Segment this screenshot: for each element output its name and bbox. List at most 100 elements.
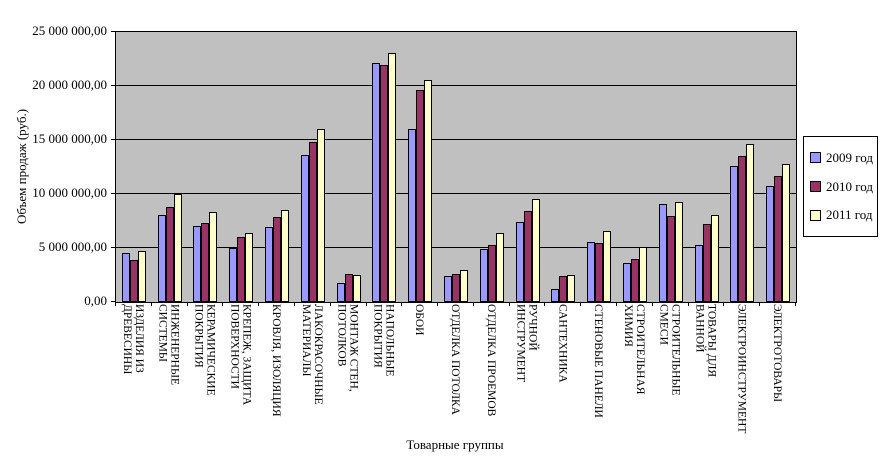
x-axis-tick xyxy=(616,302,617,306)
x-category-label: ОТДЕЛКА ПОТОЛКА xyxy=(448,304,461,415)
bar-2010-group-12 xyxy=(523,211,532,302)
x-category-cell: КРОВЛЯ, ИЗОЛЯЦИЯ xyxy=(258,304,294,428)
x-category-label: ИНЖЕНЕРНЫЕ СИСТЕМЫ xyxy=(156,304,181,386)
y-axis-title: Объем продаж (руб.) xyxy=(14,108,29,224)
bar-2011-group-10 xyxy=(460,270,468,302)
bar-2011-group-12 xyxy=(531,199,540,302)
bar-2010-group-19 xyxy=(774,176,783,302)
x-axis-tick xyxy=(294,302,295,306)
bar-2009-group-3 xyxy=(193,226,202,302)
bar-2011-group-19 xyxy=(782,164,791,302)
y-tick-label: 5 000 000,00 xyxy=(38,239,107,254)
x-axis-tick xyxy=(723,302,724,306)
bar-2011-group-3 xyxy=(209,212,218,302)
x-category-cell: ОТДЕЛКА ПРОЕМОВ xyxy=(473,304,509,428)
legend-swatch-2010 xyxy=(810,181,821,192)
x-axis-tick xyxy=(652,302,653,306)
y-axis-tick xyxy=(111,85,116,86)
x-axis-tick xyxy=(187,302,188,306)
bar-2010-group-14 xyxy=(595,243,604,302)
y-axis-tick xyxy=(111,247,116,248)
y-tick-label: 25 000 000,00 xyxy=(32,23,107,38)
y-axis-tick xyxy=(111,31,116,32)
x-axis-tick xyxy=(222,302,223,306)
x-category-label: СТРОИТЕЛЬНАЯ ХИМИЯ xyxy=(621,304,646,395)
x-axis-tick xyxy=(795,302,796,306)
bar-2009-group-6 xyxy=(300,155,309,302)
bar-2009-group-17 xyxy=(694,245,703,302)
x-category-label: ОБОИ xyxy=(413,304,426,336)
bar-2011-group-7 xyxy=(352,275,361,302)
x-category-cell: ЛАКОКРАСОЧНЫЕ МАТЕРИАЛЫ xyxy=(294,304,330,428)
bar-2009-group-18 xyxy=(730,166,739,302)
x-axis-tick xyxy=(437,302,438,306)
bar-2010-group-16 xyxy=(666,216,675,302)
bar-2010-group-2 xyxy=(165,207,174,302)
bar-2011-group-16 xyxy=(674,202,683,302)
bar-2010-group-9 xyxy=(416,90,425,302)
bar-2010-group-11 xyxy=(487,245,496,302)
y-axis-tick xyxy=(111,193,116,194)
x-category-label: ЭЛЕКТРОИНСТРУМЕНТ xyxy=(735,304,748,434)
bar-2011-group-17 xyxy=(710,215,719,302)
bar-2009-group-12 xyxy=(515,222,524,302)
bar-2011-group-1 xyxy=(137,251,146,302)
x-category-cell: РУЧНОЙ ИНСТРУМЕНТ xyxy=(509,304,545,428)
x-category-cell: КРЕПЕЖ, ЗАЩИТА ПОВЕРХНОСТИ xyxy=(222,304,258,428)
x-category-label: СТЕНОВЫЕ ПАНЕЛИ xyxy=(592,304,605,418)
x-axis-tick xyxy=(258,302,259,306)
legend-item-2009: 2009 год xyxy=(810,150,877,166)
bar-2009-group-4 xyxy=(229,248,238,302)
bar-2009-group-19 xyxy=(766,186,775,302)
x-axis-tick xyxy=(509,302,510,306)
bar-2011-group-11 xyxy=(495,233,504,302)
bar-2009-group-9 xyxy=(408,129,417,302)
x-axis-tick xyxy=(366,302,367,306)
x-category-cell: ЭЛЕКТРОИНСТРУМЕНТ xyxy=(723,304,759,433)
x-category-cell: ОТДЕЛКА ПОТОЛКА xyxy=(437,304,473,428)
bar-2010-group-8 xyxy=(380,65,389,302)
gridline xyxy=(116,85,796,86)
x-category-cell: МОНТАЖ СТЕН, ПОТОЛКОВ xyxy=(330,304,366,428)
bar-2010-group-5 xyxy=(273,217,282,302)
x-axis-tick xyxy=(473,302,474,306)
gridline xyxy=(116,193,796,194)
gridline xyxy=(116,139,796,140)
y-tick-label: 20 000 000,00 xyxy=(32,77,107,92)
bar-2009-group-5 xyxy=(265,227,274,302)
bar-2010-group-10 xyxy=(452,274,460,302)
bar-2010-group-15 xyxy=(630,259,639,302)
bar-2011-group-5 xyxy=(281,210,290,302)
x-category-label: СТРОИТЕЛЬНЫЕ СМЕСИ xyxy=(657,304,682,396)
x-category-cell: СТРОИТЕЛЬНЫЕ СМЕСИ xyxy=(652,304,688,428)
x-category-cell: НАПОЛЬНЫЕ ПОКРЫТИЯ xyxy=(366,304,402,428)
bar-2010-group-3 xyxy=(201,223,210,302)
plot-area xyxy=(115,31,797,303)
x-category-label: МОНТАЖ СТЕН, ПОТОЛКОВ xyxy=(335,304,360,392)
bar-2011-group-4 xyxy=(245,233,254,302)
legend-swatch-2011 xyxy=(810,209,821,221)
x-category-label: ИЗДЕЛИЯ ИЗ ДРЕВЕСИНЫ xyxy=(120,304,145,375)
legend-label-2010: 2010 год xyxy=(826,178,873,194)
x-category-label: КРЕПЕЖ, ЗАЩИТА ПОВЕРХНОСТИ xyxy=(228,304,253,406)
y-tick-label: 15 000 000,00 xyxy=(32,131,107,146)
x-axis-tick xyxy=(688,302,689,306)
x-axis-tick xyxy=(151,302,152,306)
x-category-cell: СТЕНОВЫЕ ПАНЕЛИ xyxy=(580,304,616,428)
y-axis-tick xyxy=(111,139,116,140)
bar-2009-group-10 xyxy=(444,276,452,302)
bar-2010-group-17 xyxy=(702,224,711,302)
x-axis-tick xyxy=(580,302,581,306)
bar-2010-group-4 xyxy=(237,237,246,302)
legend-label-2009: 2009 год xyxy=(826,149,873,165)
legend-item-2011: 2011 год xyxy=(810,207,877,223)
legend-swatch-2009 xyxy=(810,152,821,164)
bar-2009-group-1 xyxy=(121,253,130,302)
bar-2011-group-6 xyxy=(316,129,325,302)
x-category-cell: ИНЖЕНЕРНЫЕ СИСТЕМЫ xyxy=(151,304,187,428)
legend: 2009 год 2010 год 2011 год xyxy=(803,136,878,237)
legend-item-2010: 2010 год xyxy=(810,179,877,195)
bar-2009-group-11 xyxy=(479,249,488,302)
y-tick-label: 0,00 xyxy=(84,293,107,308)
x-category-label: ЭЛЕКТРОТОВАРЫ xyxy=(771,304,784,403)
